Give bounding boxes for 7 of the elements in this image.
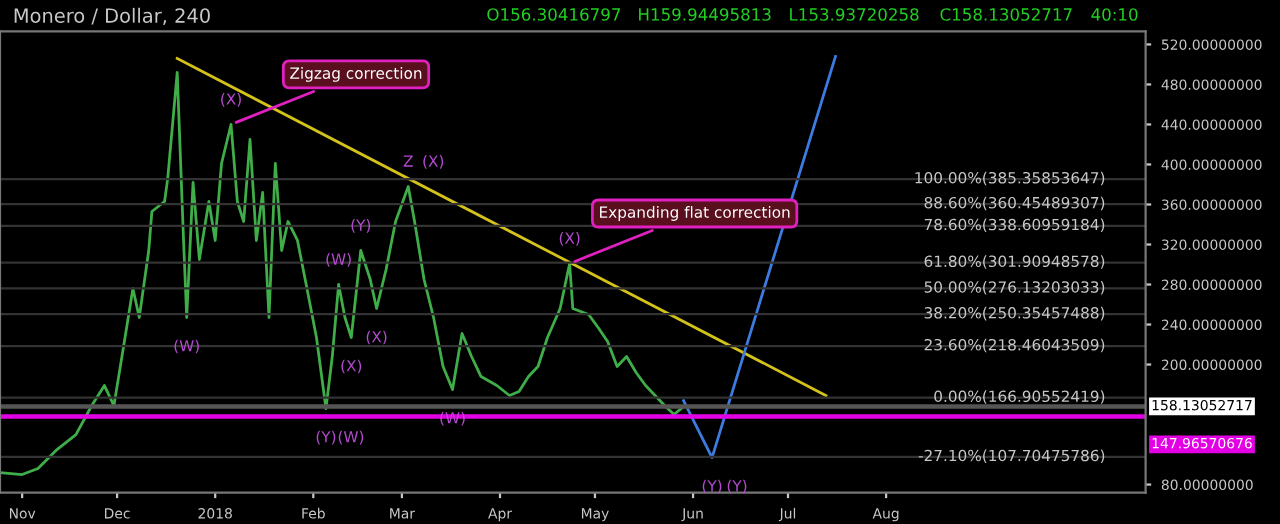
text: 40:10 (1091, 8, 1138, 21)
text: C158.13052717 (940, 8, 1072, 21)
text: L153.93720258 (790, 8, 919, 21)
text: O156.30416797 (487, 8, 621, 21)
chart-title: Monero / Dollar, 240 (14, 7, 210, 25)
text: H159.94495813 (639, 8, 771, 21)
line-series (0, 71, 685, 476)
